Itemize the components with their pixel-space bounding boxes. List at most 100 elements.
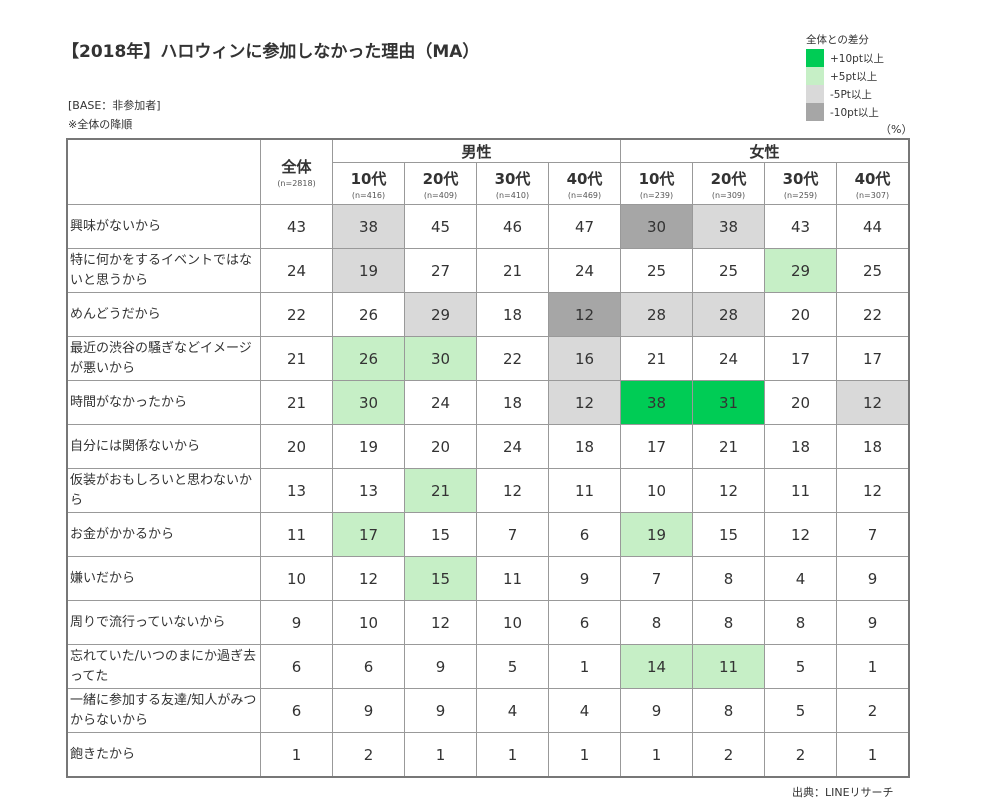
- header-total: 全体 (n=2818): [260, 138, 333, 205]
- value-cell: 1: [260, 732, 333, 778]
- value-cell: 22: [476, 336, 549, 381]
- value-cell: 22: [260, 292, 333, 337]
- table-row: 周りで流行っていないから 9 10 12 10 6 8 8 8 9: [66, 600, 910, 645]
- value-cell: 18: [836, 424, 910, 469]
- value-cell: 5: [764, 644, 837, 689]
- row-label: 忘れていた/いつのまにか過ぎ去ってた: [66, 644, 261, 689]
- header-male-30代: 30代 (n=410): [476, 162, 549, 205]
- value-cell: 15: [404, 512, 477, 557]
- value-cell: 12: [404, 600, 477, 645]
- value-cell: 11: [692, 644, 765, 689]
- value-cell: 20: [764, 380, 837, 425]
- value-cell: 2: [692, 732, 765, 778]
- value-cell: 12: [332, 556, 405, 601]
- value-cell: 6: [548, 512, 621, 557]
- value-cell: 18: [548, 424, 621, 469]
- table-row: 一緒に参加する友達/知人がみつからないから 6 9 9 4 4 9 8 5 2: [66, 688, 910, 733]
- value-cell: 19: [332, 248, 405, 293]
- value-cell: 4: [548, 688, 621, 733]
- value-cell: 7: [476, 512, 549, 557]
- source: 出典：LINEリサーチ: [792, 786, 894, 799]
- value-cell: 25: [620, 248, 693, 293]
- value-cell: 7: [836, 512, 910, 557]
- value-cell: 5: [764, 688, 837, 733]
- value-cell: 22: [836, 292, 910, 337]
- value-cell: 6: [260, 688, 333, 733]
- value-cell: 7: [620, 556, 693, 601]
- value-cell: 12: [692, 468, 765, 513]
- value-cell: 19: [332, 424, 405, 469]
- table-row: 最近の渋谷の騒ぎなどイメージが悪いから 21 26 30 22 16 21 24 17 17: [66, 336, 910, 381]
- value-cell: 38: [620, 380, 693, 425]
- value-cell: 13: [332, 468, 405, 513]
- legend: 全体との差分 +10pt以上 +5pt以上 -5Pt以上 -10pt以上: [806, 32, 884, 121]
- value-cell: 10: [260, 556, 333, 601]
- row-label: 一緒に参加する友達/知人がみつからないから: [66, 688, 261, 733]
- col-n: (n=409): [423, 190, 458, 200]
- legend-label: -10pt以上: [830, 106, 879, 119]
- table-row: 忘れていた/いつのまにか過ぎ去ってた 6 6 9 5 1 14 11 5 1: [66, 644, 910, 689]
- value-cell: 13: [260, 468, 333, 513]
- value-cell: 21: [404, 468, 477, 513]
- header-female-10代: 10代 (n=239): [620, 162, 693, 205]
- legend-swatch: [806, 85, 824, 103]
- value-cell: 10: [620, 468, 693, 513]
- value-cell: 47: [548, 204, 621, 249]
- row-label: 時間がなかったから: [66, 380, 261, 425]
- value-cell: 21: [260, 380, 333, 425]
- row-label: 周りで流行っていないから: [66, 600, 261, 645]
- value-cell: 4: [476, 688, 549, 733]
- value-cell: 10: [332, 600, 405, 645]
- col-label: 10代: [350, 169, 387, 188]
- value-cell: 43: [764, 204, 837, 249]
- col-label: 20代: [710, 169, 747, 188]
- col-label: 30代: [782, 169, 819, 188]
- legend-label: -5Pt以上: [830, 88, 872, 101]
- value-cell: 19: [620, 512, 693, 557]
- col-label: 10代: [638, 169, 675, 188]
- table-row: 嫌いだから 10 12 15 11 9 7 8 4 9: [66, 556, 910, 601]
- value-cell: 28: [620, 292, 693, 337]
- value-cell: 43: [260, 204, 333, 249]
- value-cell: 29: [404, 292, 477, 337]
- legend-label: +10pt以上: [830, 52, 884, 65]
- table-row: お金がかかるから 11 17 15 7 6 19 15 12 7: [66, 512, 910, 557]
- legend-swatch: [806, 103, 824, 121]
- value-cell: 15: [404, 556, 477, 601]
- value-cell: 1: [836, 644, 910, 689]
- legend-label: +5pt以上: [830, 70, 878, 83]
- value-cell: 11: [764, 468, 837, 513]
- row-label: 特に何かをするイベントではないと思うから: [66, 248, 261, 293]
- value-cell: 18: [476, 380, 549, 425]
- value-cell: 1: [476, 732, 549, 778]
- value-cell: 9: [620, 688, 693, 733]
- value-cell: 12: [836, 380, 910, 425]
- header-female-40代: 40代 (n=307): [836, 162, 910, 205]
- value-cell: 11: [260, 512, 333, 557]
- value-cell: 46: [476, 204, 549, 249]
- value-cell: 20: [764, 292, 837, 337]
- row-label: 嫌いだから: [66, 556, 261, 601]
- value-cell: 30: [332, 380, 405, 425]
- value-cell: 12: [548, 292, 621, 337]
- value-cell: 24: [548, 248, 621, 293]
- header-male-10代: 10代 (n=416): [332, 162, 405, 205]
- col-n: (n=469): [567, 190, 602, 200]
- row-label: お金がかかるから: [66, 512, 261, 557]
- row-label: 自分には関係ないから: [66, 424, 261, 469]
- value-cell: 27: [404, 248, 477, 293]
- col-n: (n=239): [639, 190, 674, 200]
- table-row: 仮装がおもしろいと思わないから 13 13 21 12 11 10 12 11 12: [66, 468, 910, 513]
- legend-title: 全体との差分: [806, 34, 869, 46]
- label-header: [66, 138, 261, 205]
- value-cell: 26: [332, 292, 405, 337]
- table-row: 特に何かをするイベントではないと思うから 24 19 27 21 24 25 25 29 25: [66, 248, 910, 293]
- value-cell: 17: [836, 336, 910, 381]
- value-cell: 24: [692, 336, 765, 381]
- value-cell: 14: [620, 644, 693, 689]
- value-cell: 12: [548, 380, 621, 425]
- value-cell: 5: [476, 644, 549, 689]
- value-cell: 45: [404, 204, 477, 249]
- row-label: めんどうだから: [66, 292, 261, 337]
- value-cell: 9: [548, 556, 621, 601]
